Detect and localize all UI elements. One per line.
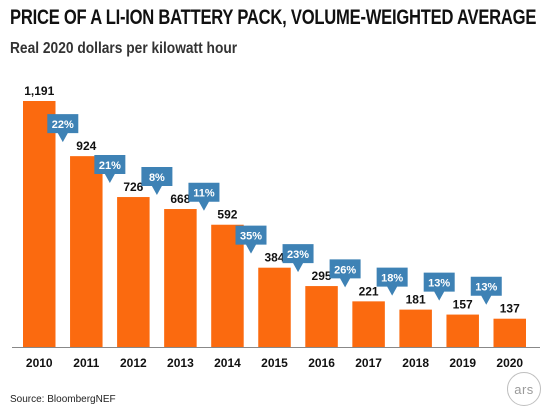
value-label-2012: 726 [123, 180, 143, 194]
x-tick-label-2012: 2012 [120, 356, 147, 370]
value-label-2014: 592 [217, 208, 237, 222]
decline-arrow-2014 [188, 182, 220, 211]
decline-label-2019: 13% [428, 278, 450, 290]
decline-arrow-2015 [235, 225, 267, 254]
value-label-2011: 924 [76, 139, 96, 153]
decline-label-2017: 26% [334, 264, 356, 276]
bar-2020 [493, 318, 526, 347]
logo-text: ars [514, 381, 534, 397]
decline-label-2013: 8% [149, 172, 165, 184]
x-tick-label-2017: 2017 [355, 356, 382, 370]
bar-2019 [446, 314, 479, 347]
decline-arrow-2017 [329, 259, 361, 288]
x-tick-label-2020: 2020 [496, 356, 523, 370]
bar-2016 [305, 286, 338, 347]
value-label-2013: 668 [170, 192, 190, 206]
bar-2018 [399, 309, 432, 347]
decline-arrow-2016 [282, 244, 314, 273]
x-tick-label-2019: 2019 [449, 356, 476, 370]
source-note: Source: BloombergNEF [10, 394, 116, 405]
value-label-2017: 221 [359, 284, 379, 298]
decline-label-2016: 23% [287, 249, 309, 261]
x-tick-label-2010: 2010 [26, 356, 53, 370]
decline-arrow-2020 [470, 276, 502, 305]
bar-2013 [164, 209, 197, 347]
x-tick-label-2011: 2011 [73, 356, 99, 370]
value-label-2015: 384 [264, 251, 284, 265]
x-tick-label-2016: 2016 [308, 356, 335, 370]
x-tick-label-2015: 2015 [261, 356, 288, 370]
x-tick-label-2018: 2018 [402, 356, 429, 370]
ars-logo: ars [507, 372, 541, 406]
x-tick-label-2014: 2014 [214, 356, 241, 370]
value-label-2020: 137 [500, 302, 520, 316]
bar-2015 [258, 267, 291, 347]
bar-2011 [70, 156, 103, 347]
value-label-2010: 1,191 [24, 84, 54, 98]
decline-label-2020: 13% [475, 282, 497, 294]
bar-2012 [117, 197, 150, 347]
chart-title: PRICE OF A LI-ION BATTERY PACK, VOLUME-W… [10, 6, 537, 29]
chart-subtitle: Real 2020 dollars per kilowatt hour [10, 40, 238, 57]
decline-arrow-2018 [376, 267, 408, 296]
bar-2014 [211, 224, 244, 347]
decline-label-2018: 18% [381, 273, 403, 285]
decline-arrow-2013 [141, 167, 173, 196]
decline-label-2014: 11% [193, 188, 215, 200]
decline-label-2015: 35% [240, 231, 262, 243]
value-label-2019: 157 [453, 298, 473, 312]
value-label-2016: 295 [312, 269, 332, 283]
bar-2017 [352, 301, 385, 347]
bar-2010 [23, 101, 56, 347]
decline-arrow-2012 [94, 155, 126, 184]
decline-label-2012: 21% [99, 160, 121, 172]
decline-arrow-2019 [423, 272, 455, 301]
decline-arrow-2011 [47, 114, 79, 143]
value-label-2018: 181 [406, 293, 426, 307]
x-tick-label-2013: 2013 [167, 356, 194, 370]
decline-label-2011: 22% [52, 119, 74, 131]
